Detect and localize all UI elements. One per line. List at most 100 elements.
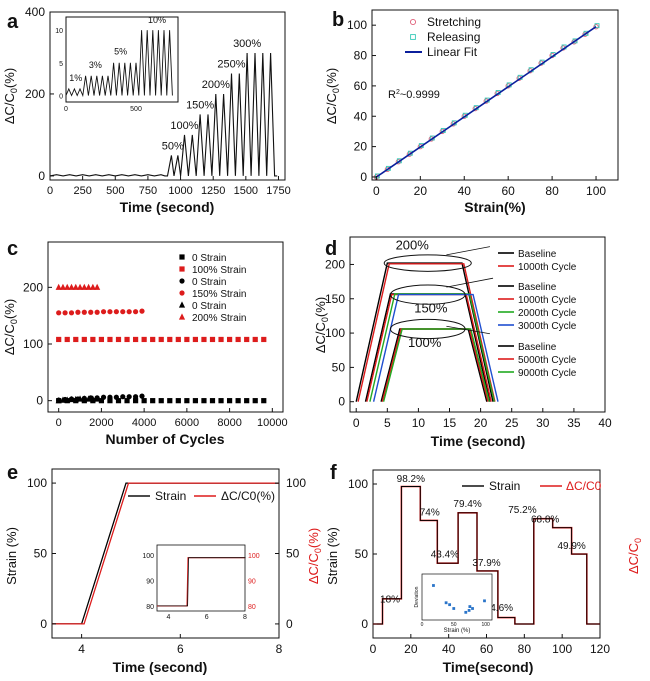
- panel-c-data-point: [139, 308, 145, 314]
- panel-b-releasing-point: [572, 38, 578, 44]
- panel-b-xlabel: Strain(%): [464, 199, 525, 215]
- panel-a-y-tick-label: 200: [25, 87, 45, 101]
- panel-c-data-point: [81, 395, 88, 402]
- panel-c-y-tick-label: 100: [23, 337, 43, 351]
- panel-d-ellipse: [389, 318, 466, 340]
- panel-b-frame: [371, 9, 619, 181]
- panel-d-x-tick-label: 15: [443, 416, 457, 430]
- panel-f-step-label: 98.2%: [397, 474, 425, 485]
- panel-a-annotation: 250%: [217, 58, 245, 70]
- panel-c-data-point: [126, 309, 132, 315]
- panel-f-x-tick-label: 100: [552, 642, 572, 656]
- panel-b-x-tick-label: 20: [414, 184, 428, 198]
- panel-f-legend-label: ΔC/C0: [566, 479, 602, 493]
- panel-b-y-tick-label: 60: [354, 79, 368, 93]
- panel-a-inset-line: [65, 30, 173, 98]
- panel-c-data-point: [98, 336, 105, 343]
- panel-d-xlabel: Time (second): [431, 433, 526, 449]
- panel-c-xlabel: Number of Cycles: [105, 431, 224, 447]
- panel-b-label: b: [332, 9, 344, 31]
- panel-c-data-point: [261, 336, 267, 343]
- panel-c-data-point: [167, 398, 173, 404]
- panel-f-x-tick-label: 0: [370, 642, 377, 656]
- panel-d-x-tick-label: 20: [474, 416, 488, 430]
- panel-d-leader-line: [446, 277, 494, 288]
- panel-c-x-tick-label: 8000: [217, 417, 241, 429]
- panel-e-inset-x-tick-label: 8: [243, 614, 247, 621]
- panel-b-y-tick-label: 20: [354, 140, 368, 154]
- panel-c-data-point: [141, 336, 147, 343]
- panel-e-series-line: [52, 482, 279, 625]
- panel-f-step-label: 75.2%: [508, 505, 536, 516]
- panel-b-y-tick-label: 40: [354, 109, 368, 123]
- panel-c-data-point: [55, 283, 62, 290]
- panel-d-annotation: 100%: [408, 335, 442, 350]
- panel-c-data-point: [72, 283, 79, 290]
- panel-b-legend-marker: [409, 18, 417, 26]
- panel-d-annotation: 150%: [414, 300, 448, 315]
- panel-b-linear-fit: [375, 26, 597, 178]
- panel-f-inset-point: [444, 601, 448, 605]
- panel-f-legend-label: Strain: [489, 479, 520, 493]
- panel-e-x-tick-label: 6: [177, 642, 184, 656]
- panel-a-annotation: 100%: [170, 120, 198, 132]
- panel-c-legend-marker: [179, 278, 185, 284]
- panel-c-data-point: [81, 336, 87, 343]
- panel-e-ylabel: Strain (%): [4, 527, 19, 585]
- panel-e-y2-tick-label: 50: [286, 547, 300, 561]
- panel-a-inset-annotation: 1%: [69, 73, 82, 83]
- panel-c-legend-label: 150% Strain: [192, 289, 246, 300]
- panel-f-y-tick-label: 50: [355, 547, 369, 561]
- panel-e-inset-y2-tick-label: 80: [248, 604, 256, 611]
- panel-c-data-point: [139, 393, 145, 399]
- panel-b-y-tick-label: 100: [347, 18, 367, 32]
- panel-c-data-point: [90, 336, 96, 343]
- panel-c-x-tick-label: 6000: [175, 417, 199, 429]
- panel-e-x-tick-label: 8: [276, 642, 283, 656]
- panel-c-data-point: [68, 283, 75, 290]
- panel-e-inset-y2-tick-label: 100: [248, 553, 260, 560]
- panel-c-legend-label: 0 Strain: [192, 301, 226, 312]
- panel-c-legend-label: 100% Strain: [192, 265, 246, 276]
- panel-f-inset-point: [452, 607, 456, 610]
- panel-b-legend-label: Stretching: [427, 15, 481, 29]
- panel-f-inset-point: [432, 584, 435, 587]
- panel-c-data-point: [226, 398, 233, 404]
- panel-d-x-tick-label: 10: [412, 416, 426, 430]
- panel-c-data-point: [150, 336, 156, 343]
- panel-a-x-tick-label: 1250: [201, 185, 225, 197]
- panel-f-inset-ylabel: Deviation: [414, 586, 420, 607]
- panel-c-data-point: [89, 395, 96, 402]
- panel-f-y-tick-label: 100: [348, 477, 368, 491]
- panel-c-data-point: [252, 336, 258, 343]
- panel-b-x-tick-label: 40: [458, 184, 472, 198]
- panel-a-inset-annotation: 3%: [89, 60, 102, 70]
- panel-d-label: d: [325, 238, 337, 260]
- panel-f-y-tick-label: 0: [361, 617, 368, 631]
- panel-f-inset-point: [464, 610, 468, 614]
- panel-d-leader-line: [446, 246, 491, 256]
- panel-f-inset-point: [471, 607, 474, 610]
- panel-c-data-point: [64, 336, 70, 343]
- panel-d-x-tick-label: 40: [598, 416, 612, 430]
- panel-c-data-point: [126, 394, 132, 400]
- panel-c-data-point: [132, 394, 139, 400]
- panel-e-y-tick-label: 50: [34, 547, 48, 561]
- panel-d-x-tick-label: 25: [505, 416, 519, 430]
- panel-c-data-point: [76, 283, 84, 290]
- panel-d-leader-line: [446, 325, 491, 335]
- panel-c-data-point: [59, 396, 67, 403]
- panel-b-ylabel: ΔC/C0(%): [324, 68, 341, 124]
- panel-c-data-point: [56, 336, 62, 343]
- panel-c-data-point: [209, 336, 216, 343]
- panel-e-label: e: [7, 462, 18, 484]
- panel-f-step-label: 43.4%: [431, 550, 459, 561]
- panel-d-y-tick-label: 0: [338, 395, 345, 409]
- panel-f-x-tick-label: 80: [518, 642, 532, 656]
- panel-a-xlabel: Time (second): [120, 199, 215, 215]
- panel-d-ylabel: ΔC/C0(%): [313, 297, 330, 353]
- panel-c-data-point: [218, 336, 224, 343]
- panel-b-y-tick-label: 0: [360, 170, 367, 184]
- panel-c-data-point: [113, 309, 119, 315]
